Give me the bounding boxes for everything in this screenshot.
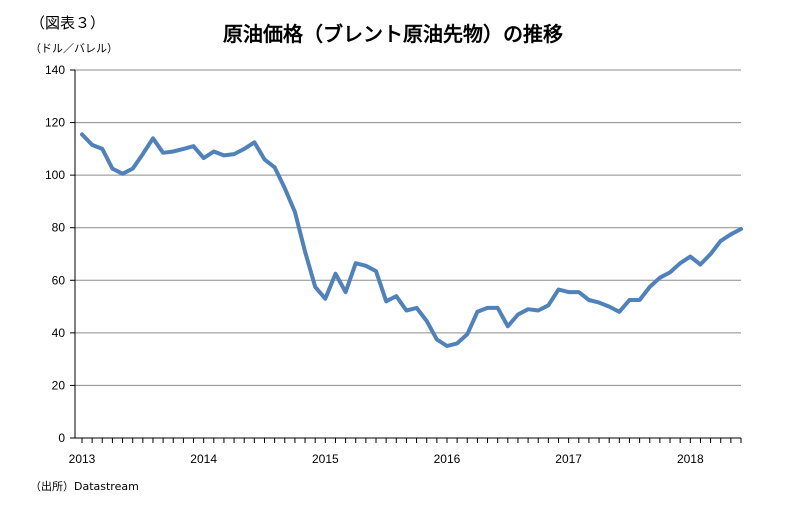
x-axis-ticks: 2013 2014 2015 2016 2017 2018 xyxy=(69,438,742,466)
y-tick-label: 20 xyxy=(52,378,66,392)
figure-label: （図表３） xyxy=(30,14,106,32)
series-group xyxy=(80,132,743,348)
x-tick-label-2014: 2014 xyxy=(190,452,217,466)
chart-title: 原油価格（ブレント原油先物）の推移 xyxy=(223,22,563,46)
x-tick-label-2016: 2016 xyxy=(434,452,461,466)
y-tick-label: 80 xyxy=(52,221,66,235)
y-tick-label: 140 xyxy=(45,63,65,77)
y-tick-label: 60 xyxy=(52,273,66,287)
series-line-0 xyxy=(80,132,743,348)
x-tick-label-2013: 2013 xyxy=(69,452,96,466)
y-axis-unit-label: （ドル／バレル） xyxy=(30,42,118,55)
y-tick-label: 40 xyxy=(52,326,66,340)
source-note: （出所）Datastream xyxy=(30,480,139,493)
x-tick-label-2018: 2018 xyxy=(677,452,704,466)
y-axis-ticks: 0 20 40 60 80 100 120 140 xyxy=(45,63,75,445)
x-tick-label-2017: 2017 xyxy=(555,452,582,466)
y-tick-label: 100 xyxy=(45,168,65,182)
y-tick-label: 120 xyxy=(45,116,65,130)
x-tick-label-2015: 2015 xyxy=(312,452,339,466)
gridlines xyxy=(75,69,741,386)
y-tick-label: 0 xyxy=(58,431,65,445)
